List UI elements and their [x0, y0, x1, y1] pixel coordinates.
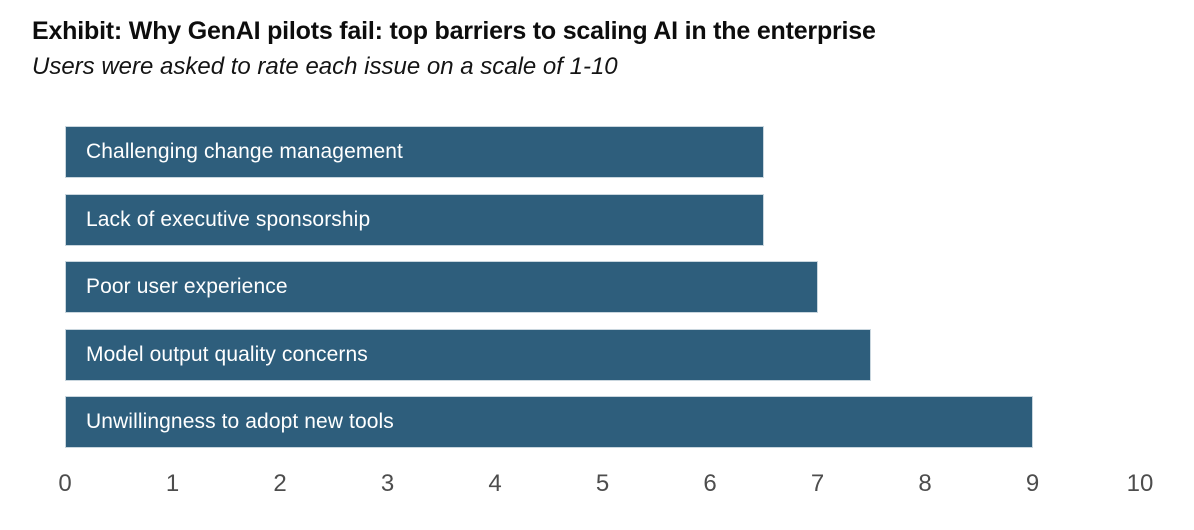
bar-label: Model output quality concerns: [86, 342, 368, 366]
x-tick-label-7: 7: [810, 470, 825, 497]
chart-title: Exhibit: Why GenAI pilots fail: top barr…: [32, 17, 876, 45]
bar-label: Poor user experience: [86, 275, 288, 298]
x-tick-label-2: 2: [273, 470, 287, 497]
x-tick-label-9: 9: [1025, 470, 1040, 497]
x-tick-label-4: 4: [488, 470, 502, 497]
bar-label: Lack of executive sponsorship: [86, 207, 371, 231]
x-axis: 0 1 2 3 4 5 6 7 8 9 10: [58, 470, 1153, 504]
bar-4: Model output quality concerns: [65, 328, 872, 381]
plot-area: Challenging change management Lack of exe…: [65, 126, 1140, 448]
x-tick-label-3: 3: [380, 470, 395, 497]
bar-2: Lack of executive sponsorship: [65, 193, 764, 246]
x-tick-label-0: 0: [58, 470, 72, 497]
x-tick-label-10: 10: [1126, 470, 1154, 497]
bar-label: Unwillingness to adopt new tools: [86, 410, 394, 433]
bar-3: Poor user experience: [65, 261, 818, 313]
x-tick-label-6: 6: [703, 470, 717, 497]
bar-label: Challenging change management: [86, 140, 403, 163]
x-tick-label-8: 8: [918, 470, 932, 497]
bars: Challenging change management Lack of exe…: [65, 126, 1140, 448]
x-tick-label-1: 1: [165, 470, 180, 497]
chart-subtitle: Users were asked to rate each issue on a…: [32, 53, 618, 80]
x-tick-label-5: 5: [595, 470, 610, 497]
bar-5: Unwillingness to adopt new tools: [65, 396, 1033, 448]
bar-1: Challenging change management: [65, 126, 764, 178]
